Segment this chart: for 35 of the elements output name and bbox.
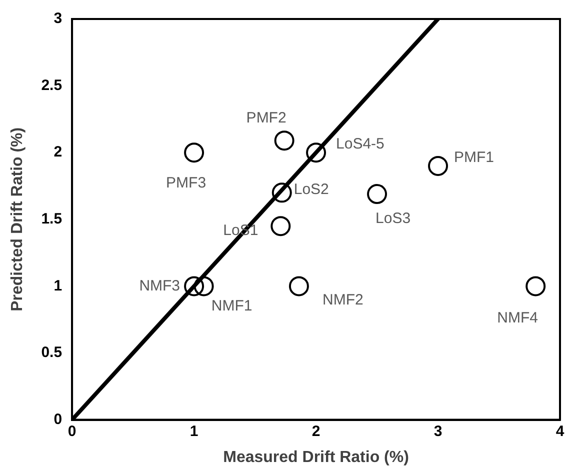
point	[306, 142, 326, 163]
annotation: PMF1	[454, 149, 494, 166]
point	[274, 130, 294, 151]
y-tick-label: 2	[54, 144, 62, 161]
point	[194, 276, 214, 296]
x-tick-label: 3	[434, 422, 442, 440]
y-tick-label: 0.5	[41, 344, 62, 362]
y-tick-label: 3	[54, 10, 62, 28]
x-tick-label: 0	[68, 422, 76, 440]
annotation: PMF2	[246, 110, 286, 127]
annotation: NMF2	[322, 291, 364, 308]
annotation: LoS3	[375, 210, 411, 228]
annotation: LoS4-5	[336, 136, 384, 153]
annotation: LoS2	[294, 180, 329, 198]
point	[526, 276, 546, 296]
point	[288, 276, 309, 296]
annotation: NMF4	[497, 309, 538, 326]
annotation: PMF3	[166, 174, 206, 192]
point	[428, 156, 448, 176]
point	[367, 184, 388, 204]
x-axis-title: Measured Drift Ratio (%)	[223, 448, 409, 466]
y-axis-title: Predicted Drift Ratio (%)	[9, 127, 26, 312]
point	[184, 142, 204, 163]
y-tick-label: 2.5	[41, 76, 62, 94]
y-tick-label: 0	[54, 410, 62, 428]
y-tick-label: 1	[54, 277, 62, 294]
annotation: NMF1	[211, 297, 252, 314]
y-tick-label: 1.5	[41, 210, 62, 228]
point	[270, 216, 291, 236]
point	[184, 276, 204, 296]
x-tick-label: 1	[190, 422, 198, 440]
x-tick-label: 4	[556, 422, 565, 440]
annotation: NMF3	[139, 277, 180, 294]
point	[272, 182, 292, 203]
x-tick-label: 2	[312, 422, 320, 440]
